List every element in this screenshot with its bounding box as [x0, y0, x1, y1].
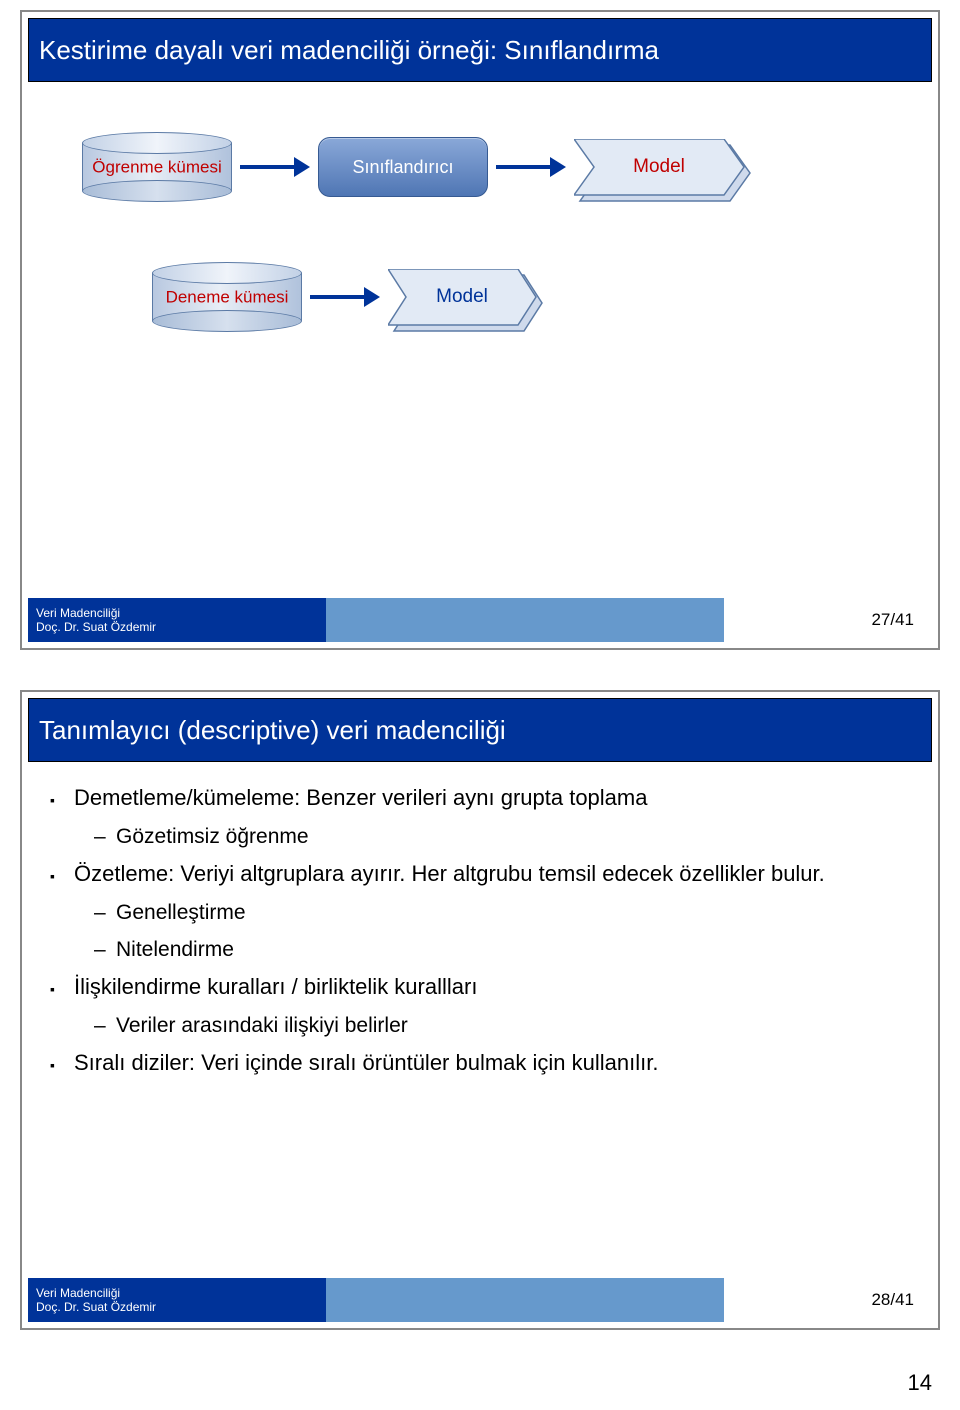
slide-title-bar: Tanımlayıcı (descriptive) veri madencili… [28, 698, 932, 762]
arrow-icon [496, 157, 566, 177]
footer-line2: Doç. Dr. Suat Özdemir [36, 1300, 318, 1314]
footer-right: 27/41 [724, 598, 932, 642]
classifier-label: Sınıflandırıcı [352, 157, 453, 178]
footer-mid [326, 598, 724, 642]
slide-footer: Veri Madenciliği Doç. Dr. Suat Özdemir 2… [28, 1278, 932, 1322]
model-ribbon-1: Model [574, 139, 744, 195]
slide-page-number: 27/41 [871, 610, 914, 630]
bullet-item: Sıralı diziler: Veri içinde sıralı örünt… [50, 1047, 910, 1079]
arrow-icon [240, 157, 310, 177]
bullet-sub-item: Nitelendirme [50, 935, 910, 965]
page: Kestirime dayalı veri madenciliği örneği… [0, 0, 960, 1410]
slide-title: Tanımlayıcı (descriptive) veri madencili… [39, 715, 506, 746]
model-label: Model [574, 139, 744, 195]
footer-left: Veri Madenciliği Doç. Dr. Suat Özdemir [28, 1278, 326, 1322]
bullet-sub-item: Veriler arasındaki ilişkiyi belirler [50, 1011, 910, 1041]
model-ribbon-2: Model [388, 269, 538, 325]
slide-content: Demetleme/kümeleme: Benzer verileri aynı… [42, 772, 918, 1268]
bullet-item: İlişkilendirme kuralları / birliktelik k… [50, 971, 910, 1003]
footer-right: 28/41 [724, 1278, 932, 1322]
arrow-icon [310, 287, 380, 307]
slide-1: Kestirime dayalı veri madenciliği örneği… [20, 10, 940, 650]
model-label: Model [388, 269, 536, 325]
slide-title-bar: Kestirime dayalı veri madenciliği örneği… [28, 18, 932, 82]
slide-content: Ögrenme kümesi Sınıflandırıcı Model [42, 92, 918, 588]
slide-2: Tanımlayıcı (descriptive) veri madencili… [20, 690, 940, 1330]
bullet-list: Demetleme/kümeleme: Benzer verileri aynı… [42, 772, 918, 1079]
slide-title: Kestirime dayalı veri madenciliği örneği… [39, 35, 659, 66]
bullet-sub-item: Gözetimsiz öğrenme [50, 822, 910, 852]
bullet-item: Demetleme/kümeleme: Benzer verileri aynı… [50, 782, 910, 814]
test-set-cylinder: Deneme kümesi [152, 262, 302, 332]
training-set-cylinder: Ögrenme kümesi [82, 132, 232, 202]
diagram-row-2: Deneme kümesi Model [42, 262, 918, 332]
training-set-label: Ögrenme kümesi [87, 158, 227, 178]
footer-mid [326, 1278, 724, 1322]
footer-left: Veri Madenciliği Doç. Dr. Suat Özdemir [28, 598, 326, 642]
handout-page-number: 14 [908, 1370, 932, 1396]
bullet-item: Özetleme: Veriyi altgruplara ayırır. Her… [50, 858, 910, 890]
classifier-box: Sınıflandırıcı [318, 137, 488, 197]
bullet-sub-item: Genelleştirme [50, 898, 910, 928]
test-set-label: Deneme kümesi [157, 288, 297, 308]
footer-line1: Veri Madenciliği [36, 1286, 318, 1300]
slide-footer: Veri Madenciliği Doç. Dr. Suat Özdemir 2… [28, 598, 932, 642]
footer-line1: Veri Madenciliği [36, 606, 318, 620]
footer-line2: Doç. Dr. Suat Özdemir [36, 620, 318, 634]
slide-page-number: 28/41 [871, 1290, 914, 1310]
diagram-row-1: Ögrenme kümesi Sınıflandırıcı Model [42, 132, 918, 202]
